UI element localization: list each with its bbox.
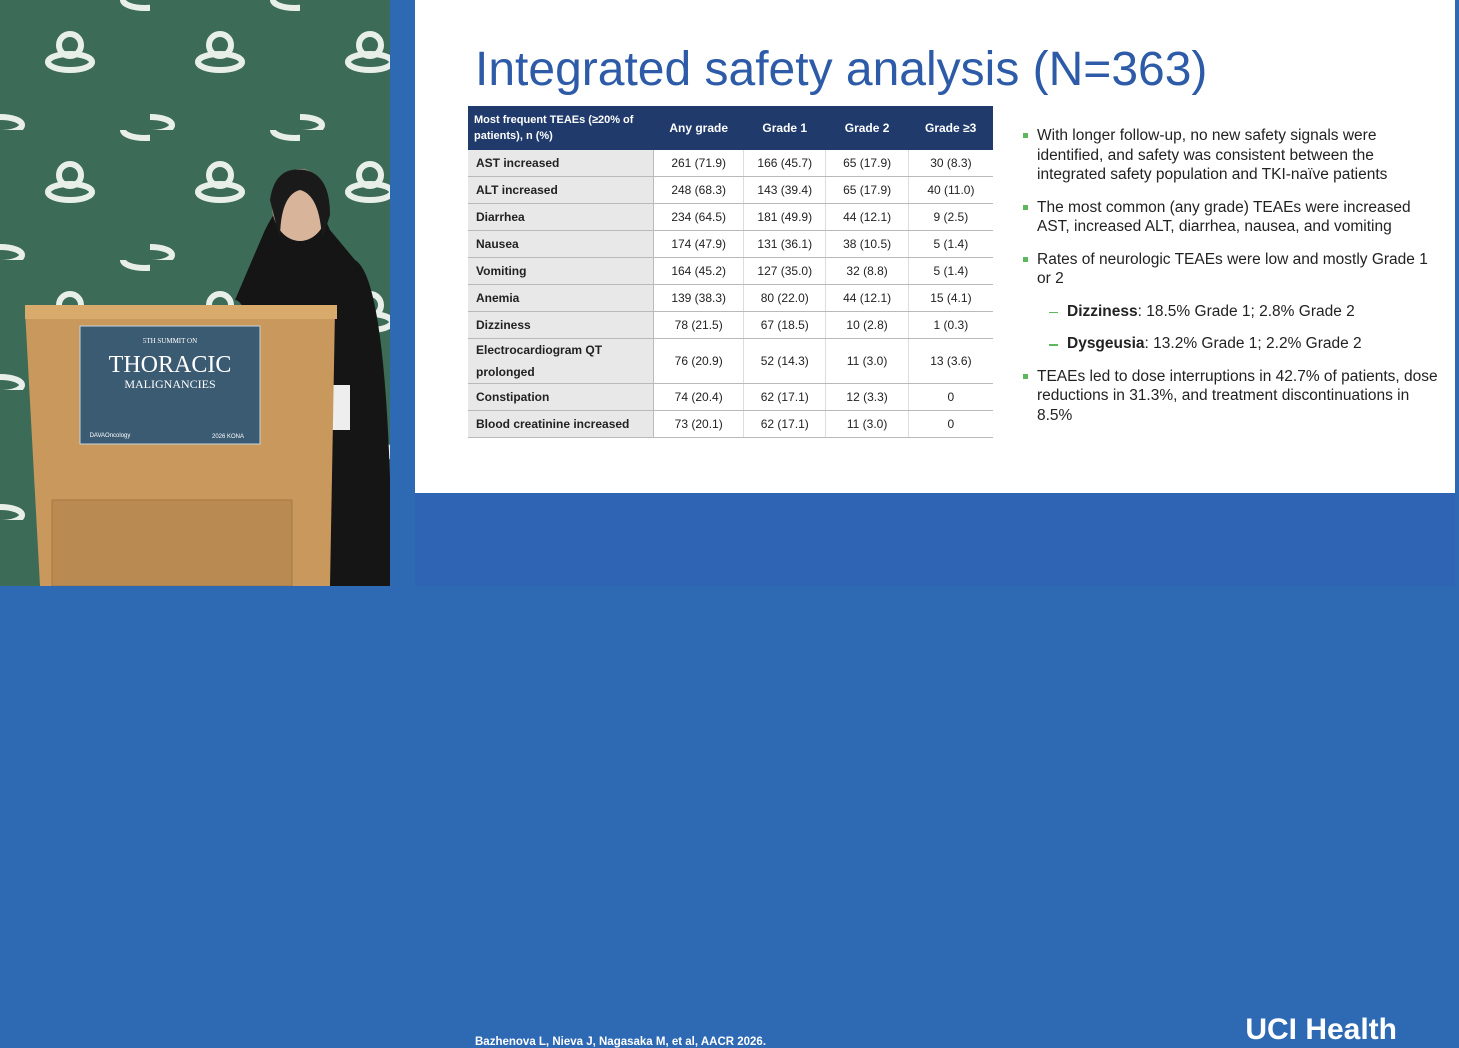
- table-cell: 11 (3.0): [825, 338, 909, 384]
- bullet: TEAEs led to dose interruptions in 42.7%…: [1020, 367, 1440, 426]
- podium-text: THORACIC: [109, 352, 232, 378]
- bullet: The most common (any grade) TEAEs were i…: [1020, 198, 1440, 237]
- table-row: Nausea 174 (47.9) 131 (36.1) 38 (10.5) 5 (1.…: [468, 230, 993, 258]
- row-label: Dizziness: [468, 311, 655, 339]
- table-row: Blood creatinine increased 73 (20.1) 62 (1…: [468, 410, 993, 438]
- table-row: Diarrhea 234 (64.5) 181 (49.9) 44 (12.1) 9 (…: [468, 203, 993, 231]
- bullet-text: Rates of neurologic TEAEs were low and m…: [1037, 250, 1428, 288]
- table-cell: 248 (68.3): [653, 176, 744, 204]
- table-cell: 52 (14.3): [743, 338, 826, 384]
- table-cell: 181 (49.9): [743, 203, 826, 231]
- table-cell: 131 (36.1): [743, 230, 826, 258]
- bullet-term: Dizziness: [1067, 302, 1138, 320]
- table-cell: 13 (3.6): [907, 338, 993, 384]
- table-cell: 40 (11.0): [907, 176, 993, 204]
- table-cell: 76 (20.9): [653, 338, 744, 384]
- table-cell: 73 (20.1): [653, 410, 744, 438]
- bullet-list: With longer follow-up, no new safety sig…: [1020, 126, 1440, 438]
- table-cell: 5 (1.4): [907, 257, 993, 285]
- header-cell: Any grade: [653, 106, 744, 150]
- table-row: AST increased 261 (71.9) 166 (45.7) 65 (17.…: [468, 150, 993, 177]
- bullet-text: TEAEs led to dose interruptions in 42.7%…: [1037, 367, 1438, 424]
- table-cell: 139 (38.3): [653, 284, 744, 312]
- table-cell: 32 (8.8): [825, 257, 909, 285]
- slide-title: Integrated safety analysis (N=363): [475, 43, 1208, 96]
- table-cell: 234 (64.5): [653, 203, 744, 231]
- table-row: Vomiting 164 (45.2) 127 (35.0) 32 (8.8) 5 (1…: [468, 257, 993, 285]
- table-cell: 0: [907, 383, 993, 411]
- row-label: Constipation: [468, 383, 655, 411]
- podium-event: 2026 KONA: [212, 434, 244, 440]
- bullet: Dizziness: 18.5% Grade 1; 2.8% Grade 2: [1020, 302, 1440, 322]
- citation: Bazhenova L, Nieva J, Nagasaka M, et al,…: [475, 1036, 767, 1048]
- table-cell: 30 (8.3): [907, 150, 993, 177]
- table-row: Electrocardiogram QT prolonged 76 (20.9) 5…: [468, 338, 993, 384]
- row-label: Nausea: [468, 230, 655, 258]
- table-cell: 174 (47.9): [653, 230, 744, 258]
- table-cell: 9 (2.5): [907, 203, 993, 231]
- table-cell: 10 (2.8): [825, 311, 909, 339]
- table-cell: 44 (12.1): [825, 203, 909, 231]
- bullet-text: The most common (any grade) TEAEs were i…: [1037, 198, 1411, 236]
- table-cell: 0: [907, 410, 993, 438]
- table-cell: 166 (45.7): [743, 150, 826, 177]
- row-label: Electrocardiogram QT prolonged: [468, 338, 655, 384]
- row-label: ALT increased: [468, 176, 655, 204]
- stage-background: 5TH SUMMIT ON THORACIC MALIGNANCIES DAVA…: [0, 0, 390, 586]
- bullet-term: Dysgeusia: [1067, 335, 1145, 352]
- table-cell: 11 (3.0): [825, 410, 909, 438]
- row-label: AST increased: [468, 150, 655, 177]
- table-cell: 80 (22.0): [743, 284, 826, 312]
- table-cell: 261 (71.9): [653, 150, 744, 177]
- table-cell: 62 (17.1): [743, 383, 826, 411]
- header-cell: Grade ≥3: [908, 106, 993, 150]
- bullet-text: : 18.5% Grade 1; 2.8% Grade 2: [1137, 302, 1355, 320]
- slide: Integrated safety analysis (N=363) Most …: [415, 0, 1455, 1048]
- safety-table: Most frequent TEAEs (≥20% of patients), …: [468, 106, 993, 438]
- table-cell: 127 (35.0): [743, 257, 826, 285]
- bullet-text: With longer follow-up, no new safety sig…: [1037, 127, 1388, 183]
- table-cell: 74 (20.4): [653, 383, 744, 411]
- row-label: Diarrhea: [468, 203, 655, 231]
- table-body: AST increased 261 (71.9) 166 (45.7) 65 (17.…: [468, 150, 993, 438]
- table-row: ALT increased 248 (68.3) 143 (39.4) 65 (17.…: [468, 176, 993, 204]
- table-cell: 65 (17.9): [825, 176, 909, 204]
- bullet: With longer follow-up, no new safety sig…: [1020, 126, 1440, 185]
- bullet: Dysgeusia: 13.2% Grade 1; 2.2% Grade 2: [1020, 334, 1440, 354]
- table-row: Dizziness 78 (21.5) 67 (18.5) 10 (2.8) 1 (0.…: [468, 311, 993, 339]
- row-label: Blood creatinine increased: [468, 410, 655, 438]
- table-cell: 15 (4.1): [907, 284, 993, 312]
- table-cell: 62 (17.1): [743, 410, 826, 438]
- table-cell: 67 (18.5): [743, 311, 826, 339]
- table-cell: 1 (0.3): [907, 311, 993, 339]
- uci-logo: UCI Health: [1245, 1013, 1397, 1046]
- table-row: Constipation 74 (20.4) 62 (17.1) 12 (3.3) 0: [468, 383, 993, 411]
- table-header: Most frequent TEAEs (≥20% of patients), …: [468, 106, 993, 150]
- bullet: Rates of neurologic TEAEs were low and m…: [1020, 250, 1440, 289]
- header-cell: Most frequent TEAEs (≥20% of patients), …: [468, 106, 654, 150]
- row-label: Vomiting: [468, 257, 655, 285]
- table-cell: 44 (12.1): [825, 284, 909, 312]
- podium-text: 5TH SUMMIT ON: [143, 337, 197, 345]
- podium-logo: DAVAOncology: [90, 433, 131, 439]
- table-cell: 65 (17.9): [825, 150, 909, 177]
- table-cell: 78 (21.5): [653, 311, 744, 339]
- podium-text: MALIGNANCIES: [124, 377, 215, 391]
- header-cell: Grade 1: [743, 106, 826, 150]
- row-label: Anemia: [468, 284, 655, 312]
- header-cell: Grade 2: [825, 106, 909, 150]
- stage-photo: 5TH SUMMIT ON THORACIC MALIGNANCIES DAVA…: [0, 0, 390, 586]
- slide-footer: Bazhenova L, Nieva J, Nagasaka M, et al,…: [415, 493, 1455, 1048]
- table-cell: 164 (45.2): [653, 257, 744, 285]
- table-cell: 143 (39.4): [743, 176, 826, 204]
- table-cell: 38 (10.5): [825, 230, 909, 258]
- bullet-text: : 13.2% Grade 1; 2.2% Grade 2: [1144, 335, 1362, 352]
- table-cell: 12 (3.3): [825, 383, 909, 411]
- table-cell: 5 (1.4): [907, 230, 993, 258]
- table-row: Anemia 139 (38.3) 80 (22.0) 44 (12.1) 15 (4.…: [468, 284, 993, 312]
